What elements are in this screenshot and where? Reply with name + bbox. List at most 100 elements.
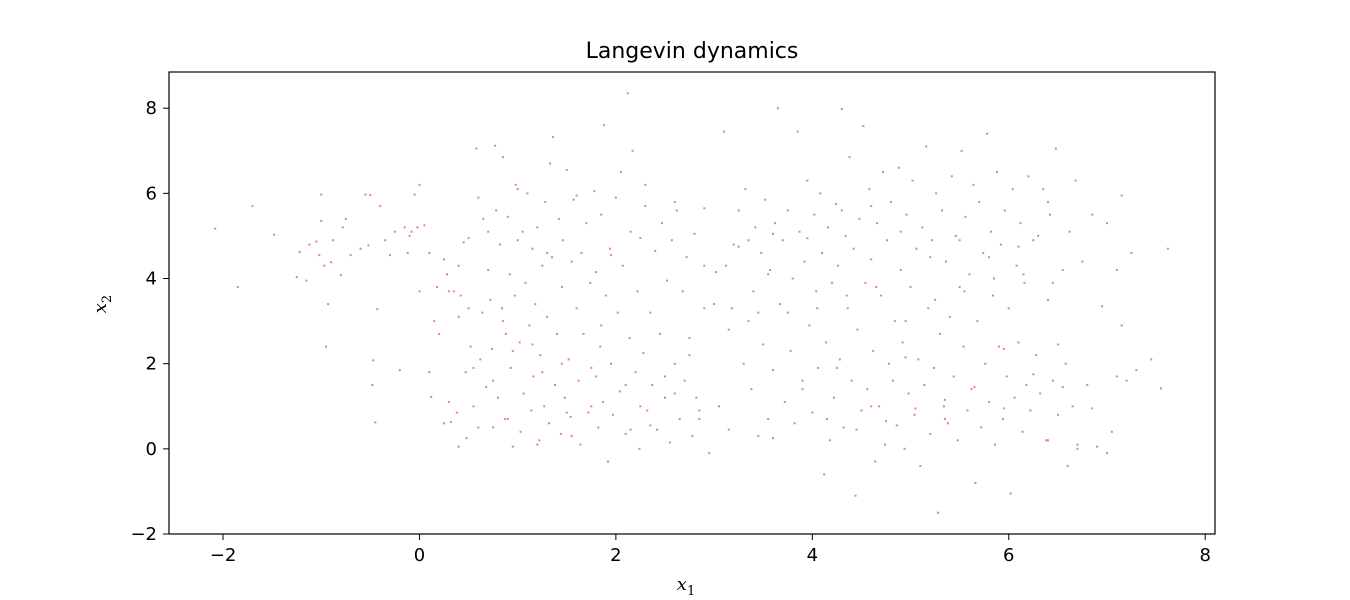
scatter-point (514, 183, 517, 186)
scatter-point (972, 183, 975, 186)
scatter-point (406, 252, 409, 254)
scatter-point (341, 226, 344, 229)
scatter-point (1019, 222, 1022, 225)
scatter-point (1003, 209, 1006, 212)
scatter-point (569, 415, 572, 418)
scatter-point (403, 226, 406, 229)
scatter-point (1066, 464, 1069, 467)
scatter-point (1001, 418, 1004, 420)
x-axis-label-sub: 1 (687, 584, 695, 599)
scatter-point (649, 311, 652, 314)
scatter-point (626, 92, 629, 95)
scatter-point (323, 264, 326, 267)
scatter-point (472, 405, 475, 408)
scatter-point (1009, 492, 1012, 495)
scatter-point (629, 428, 632, 431)
scatter-point (649, 424, 652, 427)
scatter-point (559, 432, 562, 435)
scatter-point (801, 379, 804, 382)
scatter-point (1064, 362, 1067, 365)
scatter-point (364, 193, 367, 196)
scatter-point (600, 324, 603, 327)
scatter-point (876, 222, 879, 225)
scatter-point (538, 439, 541, 442)
scatter-point (644, 205, 647, 208)
scatter-point (1054, 147, 1057, 150)
scatter-point (551, 256, 553, 259)
data-points (214, 92, 1169, 514)
scatter-point (654, 249, 657, 252)
scatter-point (856, 328, 859, 331)
scatter-point (1005, 375, 1008, 378)
scatter-point (1035, 354, 1038, 357)
scatter-point (644, 183, 647, 186)
scatter-point (1002, 407, 1005, 410)
scatter-point (757, 311, 760, 314)
scatter-point (539, 354, 542, 357)
scatter-point (836, 264, 839, 267)
scatter-point (449, 421, 452, 423)
scatter-point (1086, 384, 1089, 386)
scatter-point (561, 239, 564, 242)
x-axis-ticks: −2 0 2 4 6 8 (210, 534, 1211, 566)
scatter-point (589, 281, 592, 284)
scatter-point (1056, 343, 1059, 346)
scatter-point (618, 390, 621, 393)
scatter-point (603, 124, 606, 127)
scatter-point (455, 411, 458, 414)
scatter-point (944, 260, 947, 263)
scatter-point (1039, 392, 1042, 395)
scatter-point (834, 203, 837, 205)
scatter-point (464, 371, 467, 374)
scatter-point (413, 193, 416, 196)
scatter-point (713, 303, 716, 306)
scatter-point (656, 428, 659, 431)
scatter-point (866, 388, 869, 391)
scatter-point (634, 371, 637, 374)
scatter-point (943, 398, 946, 401)
scatter-point (491, 347, 494, 350)
scatter-point (325, 345, 328, 348)
scatter-point (501, 307, 503, 310)
scatter-point (1076, 447, 1079, 450)
scatter-point (855, 428, 858, 431)
scatter-point (554, 384, 556, 386)
scatter-point (305, 279, 308, 282)
scatter-point (742, 362, 745, 365)
scatter-point (762, 343, 765, 346)
scatter-point (416, 226, 419, 229)
scatter-point (295, 276, 298, 279)
scatter-point (495, 209, 498, 212)
scatter-point (698, 409, 701, 412)
scatter-point (848, 156, 851, 159)
scatter-point (844, 234, 847, 237)
scatter-point (681, 290, 684, 293)
scatter-point (695, 396, 698, 399)
scatter-point (593, 190, 596, 193)
scatter-point (907, 392, 910, 395)
scatter-point (565, 411, 568, 414)
scatter-point (929, 256, 932, 259)
scatter-point (327, 303, 330, 306)
scatter-point (599, 345, 602, 348)
scatter-point (1022, 273, 1025, 276)
scatter-point (831, 281, 833, 284)
scatter-point (369, 194, 372, 197)
scatter-point (452, 290, 455, 293)
scatter-point (992, 294, 994, 297)
x-tick-label: 2 (610, 545, 621, 566)
scatter-point (994, 443, 996, 446)
scatter-point (575, 307, 578, 310)
scatter-point (737, 209, 740, 212)
scatter-point (251, 205, 254, 208)
scatter-point (1160, 387, 1162, 390)
scatter-point (642, 352, 645, 354)
scatter-point (870, 405, 873, 408)
scatter-point (524, 281, 527, 284)
scatter-point (808, 324, 811, 327)
scatter-point (549, 162, 552, 165)
scatter-point (536, 226, 539, 229)
x-tick-label: −2 (210, 545, 237, 566)
scatter-point (624, 384, 627, 386)
